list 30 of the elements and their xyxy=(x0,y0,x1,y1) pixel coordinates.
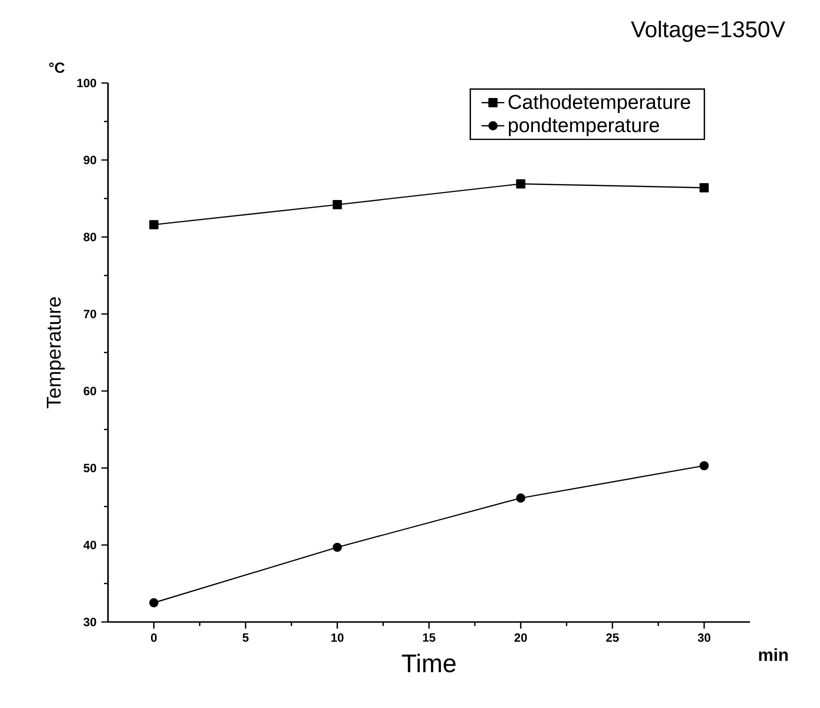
point xyxy=(149,220,158,230)
point xyxy=(516,179,526,188)
legend-label: Cathodetemperature xyxy=(508,94,690,114)
y-tick-label: 30 xyxy=(84,618,96,626)
x-tick-label: 30 xyxy=(698,633,710,642)
text: min xyxy=(759,648,788,661)
y-tick-label: 100 xyxy=(77,78,96,88)
legend-label: pondtemperature xyxy=(508,118,660,136)
chart-title: Voltage=1350V xyxy=(630,20,786,42)
point xyxy=(332,200,342,210)
y-tick-label: 90 xyxy=(84,156,96,164)
y-axis-title: Temperature xyxy=(46,297,65,408)
x-axis-title: Time xyxy=(402,654,456,672)
y-tick-label: 70 xyxy=(84,310,96,318)
point xyxy=(700,183,709,192)
point xyxy=(700,461,709,470)
x-tick-label: 20 xyxy=(514,633,527,642)
y-tick-label: 80 xyxy=(84,232,96,242)
y-tick-label: 60 xyxy=(84,386,96,396)
point xyxy=(149,598,158,608)
y-tick-label: 40 xyxy=(83,540,96,550)
text: °C xyxy=(49,62,65,73)
x-tick-label: 10 xyxy=(331,633,344,642)
x-tick-label: 25 xyxy=(606,633,619,642)
x-tick-label: 0 xyxy=(151,633,157,642)
point xyxy=(332,542,342,552)
y-tick-label: 50 xyxy=(84,464,96,472)
x-tick-label: 15 xyxy=(423,633,436,642)
x-tick-label: 5 xyxy=(242,633,249,642)
point xyxy=(516,493,526,503)
